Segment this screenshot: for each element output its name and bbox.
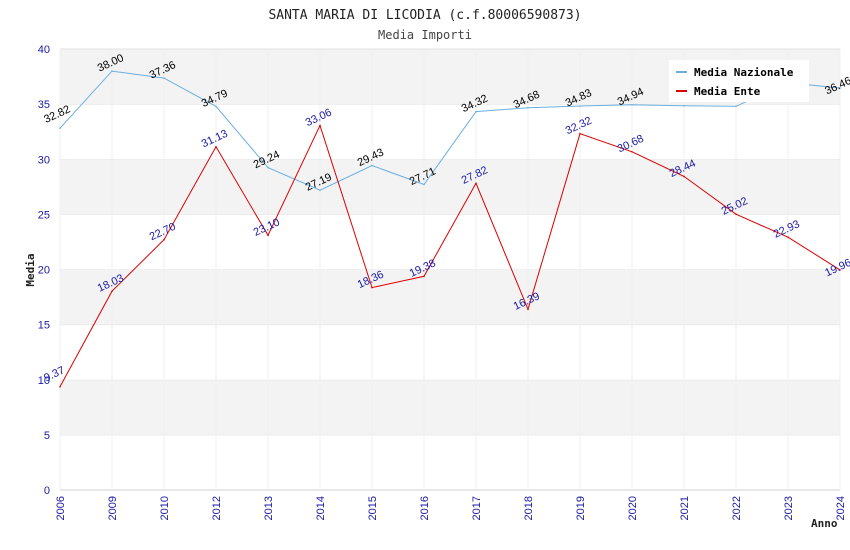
data-point	[111, 70, 113, 72]
data-point	[215, 145, 217, 148]
chart-title: SANTA MARIA DI LICODIA (c.f.80006590873)	[268, 8, 581, 23]
x-tick-label: 2010	[159, 496, 171, 520]
y-tick-label: 35	[38, 99, 50, 111]
series-line	[59, 70, 841, 191]
data-point	[787, 236, 789, 238]
series-line	[59, 124, 841, 387]
data-point	[579, 132, 581, 135]
data-point	[683, 175, 685, 178]
y-tick-label: 20	[38, 265, 50, 277]
grid-band	[60, 324, 840, 380]
grid-band	[60, 104, 840, 160]
x-tick-label: 2019	[575, 496, 587, 520]
data-point	[735, 105, 737, 108]
y-tick-label: 0	[44, 485, 50, 497]
data-point	[215, 105, 217, 108]
grid-band	[60, 214, 840, 270]
data-point	[631, 150, 633, 153]
x-tick-label: 2017	[471, 496, 483, 520]
grid-band	[60, 159, 840, 215]
x-tick-label: 2020	[627, 496, 639, 520]
y-tick-label: 25	[38, 209, 50, 221]
data-point	[319, 124, 321, 127]
legend-label: Media Ente	[694, 85, 761, 98]
data-point	[423, 183, 425, 186]
data-point	[267, 166, 269, 169]
x-tick-label: 2018	[523, 496, 535, 520]
x-tick-label: 2024	[835, 496, 847, 520]
data-point	[839, 87, 841, 89]
grid-band	[60, 379, 840, 435]
data-point	[59, 127, 61, 129]
data-point	[371, 286, 373, 289]
y-tick-label: 15	[38, 320, 50, 332]
x-tick-label: 2014	[315, 496, 327, 520]
data-point	[735, 213, 737, 215]
legend-label: Media Nazionale	[694, 66, 794, 79]
x-tick-label: 2016	[419, 496, 431, 520]
data-point	[579, 105, 581, 107]
x-tick-label: 2006	[55, 496, 67, 520]
x-tick-label: 2009	[107, 496, 119, 520]
grid-band	[60, 269, 840, 325]
data-point	[527, 308, 529, 311]
data-point	[475, 110, 477, 113]
data-point	[319, 189, 321, 192]
axes	[59, 49, 841, 491]
x-tick-labels: 2006 2009 2010 2012 2013 2014 2015 2016 2017 2018…	[55, 496, 847, 520]
legend-box	[669, 60, 809, 102]
data-point	[475, 182, 477, 185]
data-point	[423, 275, 425, 278]
data-point	[527, 106, 529, 109]
data-point	[631, 103, 633, 106]
x-tick-label: 2015	[367, 496, 379, 520]
y-tick-label: 30	[38, 154, 50, 166]
data-point	[59, 385, 61, 388]
y-tick-label: 10	[38, 375, 50, 387]
data-point	[111, 290, 113, 293]
y-axis-label: Media	[24, 253, 37, 286]
y-tick-labels: 0 5 10 15 20 25 30 35 40	[38, 44, 50, 497]
data-point	[163, 77, 165, 79]
x-tick-label: 2023	[783, 496, 795, 520]
series-lines	[59, 70, 841, 388]
x-axis-label: Anno	[811, 517, 838, 530]
x-tick-label: 2012	[211, 496, 223, 520]
grid-bands	[60, 48, 840, 490]
x-tick-label: 2022	[731, 496, 743, 520]
data-point	[683, 104, 685, 107]
data-point	[371, 164, 373, 167]
chart-subtitle: Media Importi	[378, 28, 472, 42]
y-tick-label: 5	[44, 430, 50, 442]
x-tick-label: 2013	[263, 496, 275, 520]
data-point	[839, 269, 841, 271]
data-point	[163, 238, 165, 241]
y-tick-label: 40	[38, 44, 50, 56]
legend: Media Nazionale Media Ente	[669, 60, 809, 102]
x-tick-label: 2021	[679, 496, 691, 520]
grid-band	[60, 434, 840, 490]
data-point	[267, 234, 269, 237]
